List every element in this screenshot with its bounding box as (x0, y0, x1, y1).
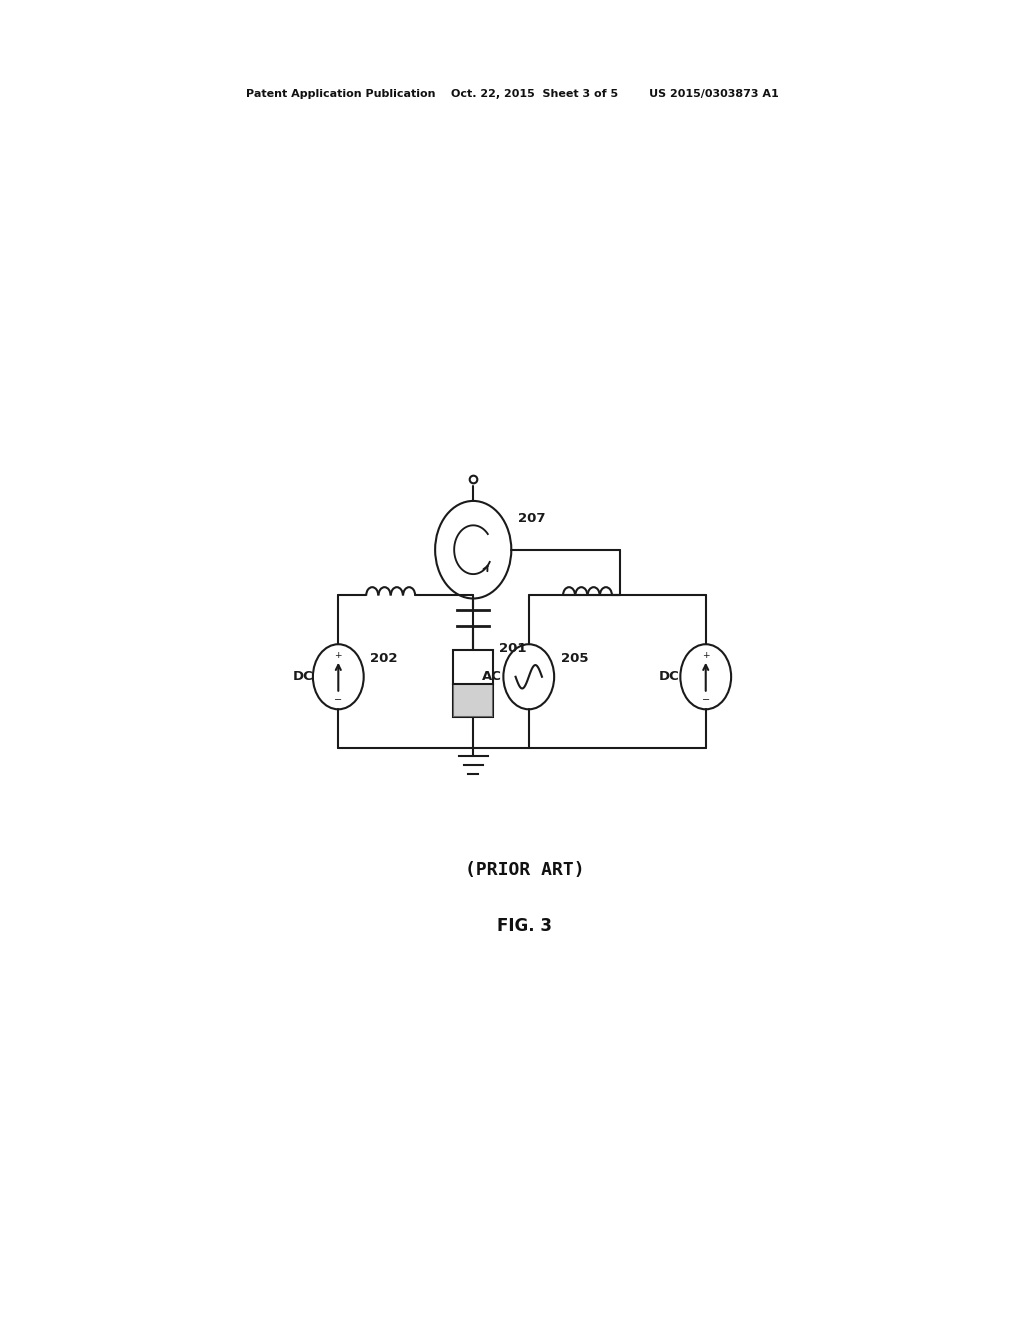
Text: FIG. 3: FIG. 3 (498, 917, 552, 935)
Bar (454, 684, 494, 718)
Text: 202: 202 (370, 652, 397, 664)
Text: AC: AC (482, 671, 502, 684)
Text: 201: 201 (500, 643, 527, 656)
Text: DC: DC (658, 671, 680, 684)
Text: 207: 207 (518, 512, 545, 525)
Text: Patent Application Publication    Oct. 22, 2015  Sheet 3 of 5        US 2015/030: Patent Application Publication Oct. 22, … (246, 88, 778, 99)
Text: +: + (335, 651, 342, 660)
Text: DC: DC (293, 671, 313, 684)
Text: (PRIOR ART): (PRIOR ART) (465, 861, 585, 879)
Text: −: − (334, 694, 342, 705)
Bar (454, 651, 494, 718)
Text: +: + (702, 651, 710, 660)
Text: −: − (701, 694, 710, 705)
Text: 205: 205 (560, 652, 588, 664)
